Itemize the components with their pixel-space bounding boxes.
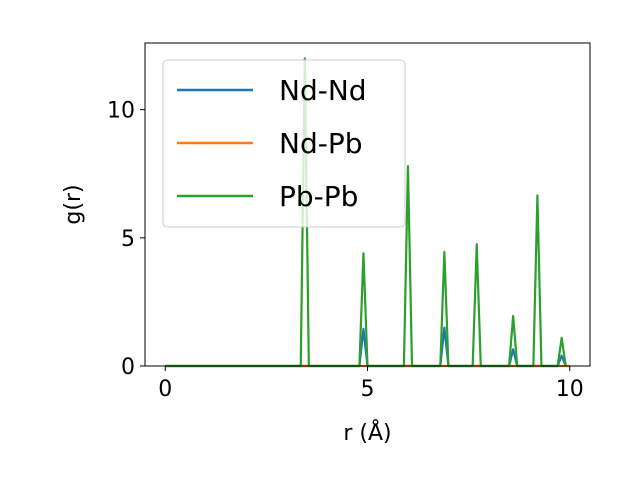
- legend-label: Nd-Pb: [279, 127, 362, 160]
- y-axis-ticks: 0 5 10: [107, 99, 145, 380]
- legend-frame: [162, 59, 406, 228]
- y-tick-label: 10: [107, 99, 135, 124]
- y-tick-label: 0: [121, 355, 135, 380]
- x-tick-label: 10: [556, 377, 584, 402]
- x-axis-label: r (Å): [343, 419, 391, 446]
- legend-label: Nd-Nd: [279, 74, 367, 107]
- x-tick-label: 5: [361, 377, 375, 402]
- x-axis-ticks: 0 5 10: [158, 366, 584, 402]
- legend-label: Pb-Pb: [279, 180, 358, 213]
- legend: Nd-Nd Nd-Pb Pb-Pb: [162, 59, 406, 228]
- y-tick-label: 5: [121, 227, 135, 252]
- x-tick-label: 0: [158, 377, 172, 402]
- y-axis-label: g(r): [61, 184, 86, 224]
